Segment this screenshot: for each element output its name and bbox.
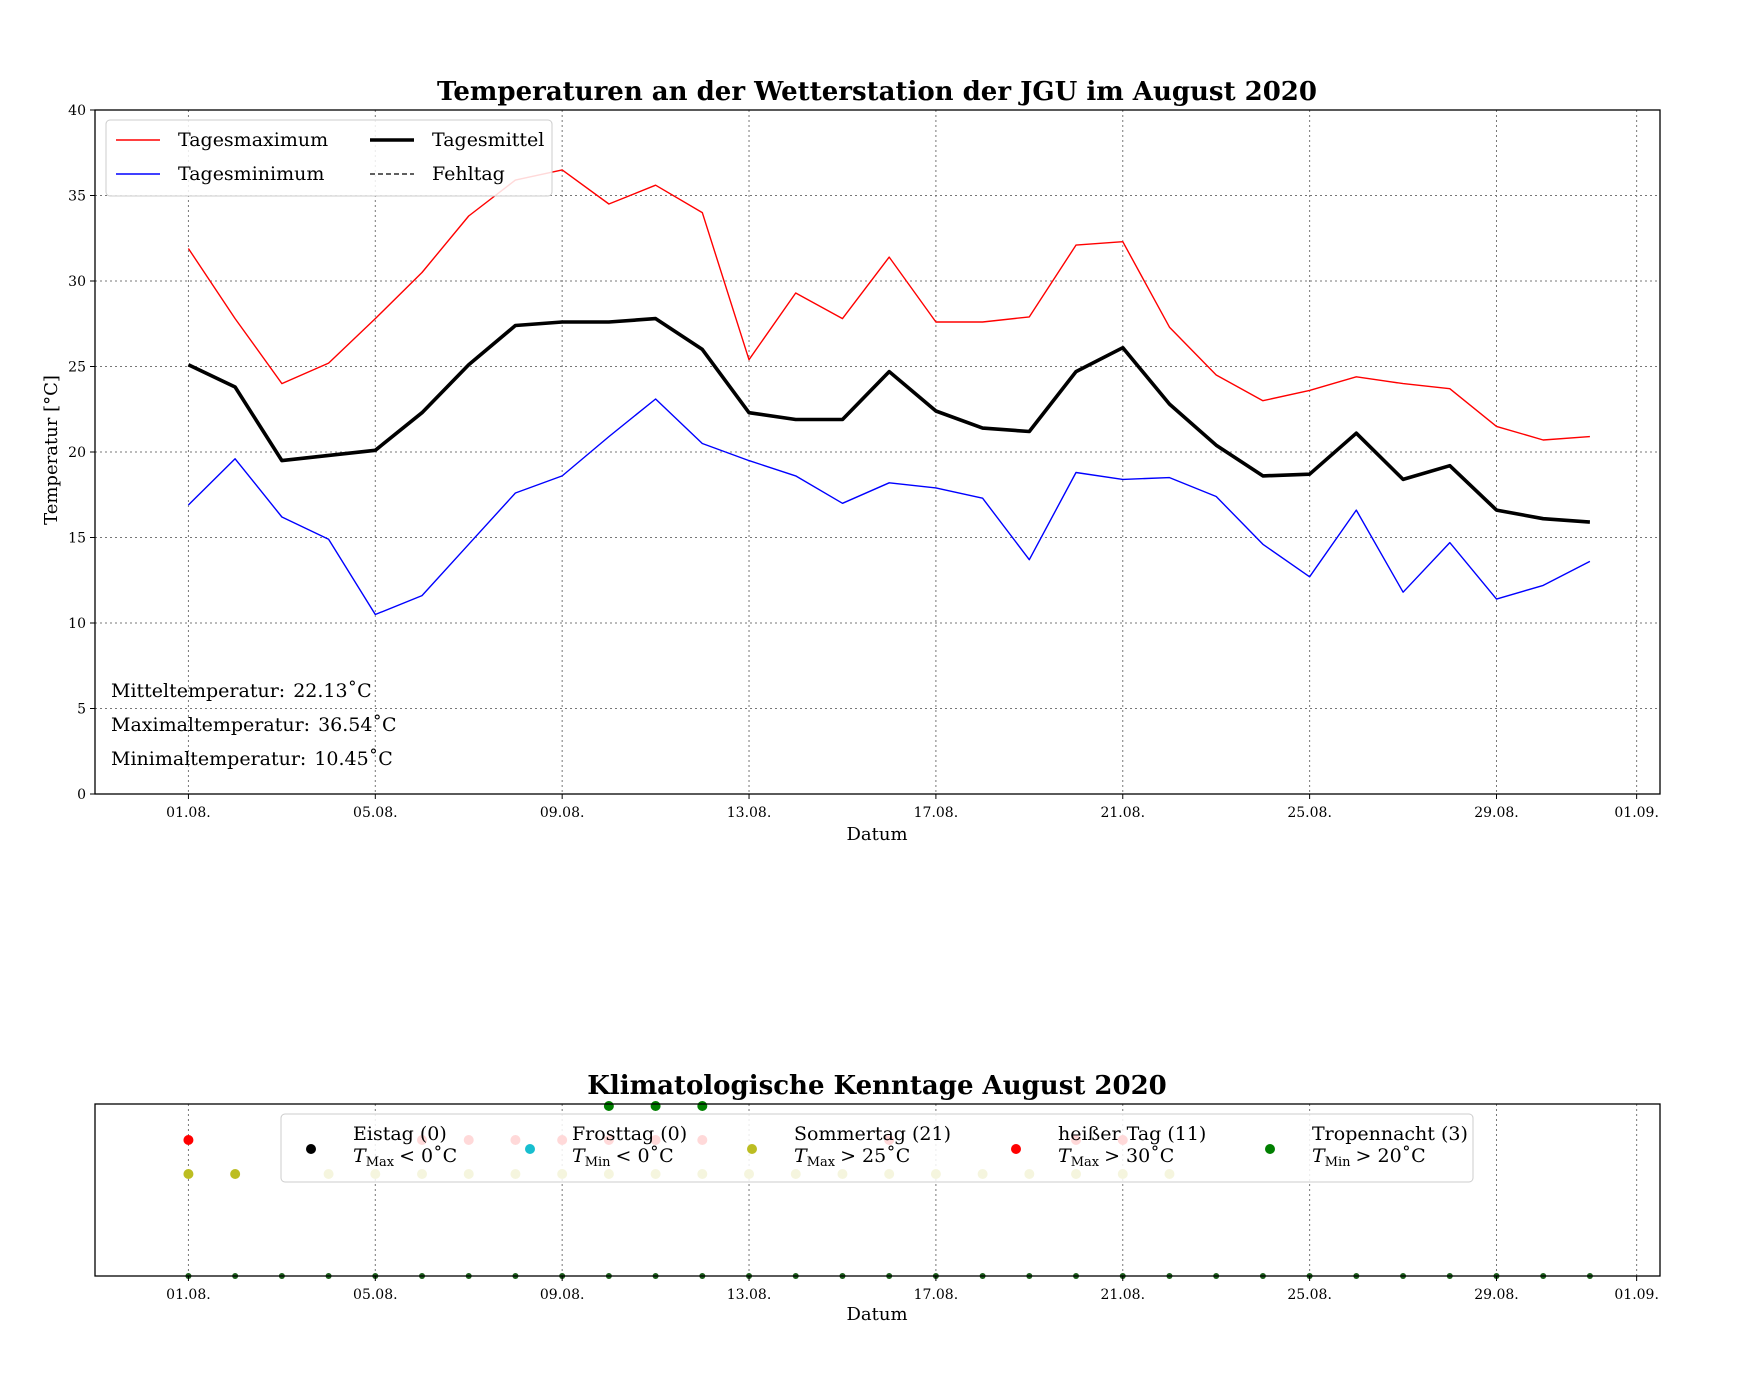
condition-variable: T [794,1145,808,1167]
legend-label: heißer Tag (11) [1058,1123,1206,1145]
condition-threshold: < 0˚C [616,1145,674,1167]
x-tick-label: 21.08. [1100,805,1145,821]
condition-subscript: Max [1071,1155,1100,1170]
kenntage-plot: 01.08. 05.08. 09.08. 13.08. 17.08. 21.08. 25.0… [94,1101,1661,1303]
legend-marker [306,1144,316,1154]
x-tick-label: 09.08. [540,805,585,821]
kenntag-dot [183,1135,194,1145]
legend-box [280,1113,1474,1183]
condition-subscript: Max [366,1155,395,1170]
y-tick-label: 0 [77,787,86,803]
x-tick-label: 13.08. [727,805,772,821]
x-tick-label: 17.08. [914,805,959,821]
condition-variable: T [1058,1145,1072,1167]
y-tick-label: 20 [68,445,86,461]
legend-box [105,119,553,197]
x-tick-label: 29.08. [1474,805,1519,821]
y-tick-label: 40 [68,103,86,119]
legend-condition: TMin > 20˚C [1312,1145,1426,1170]
chart-title-kenntage: Klimatologische Kenntage August 2020 [587,1071,1167,1101]
condition-threshold: > 25˚C [840,1145,910,1167]
condition-subscript: Min [585,1155,611,1170]
kenntag-dot [230,1169,241,1179]
legend-label: Tagesmaximum [178,129,328,151]
series-line-tagesminimum [187,398,1591,616]
stat-text: Mitteltemperatur: 22.13˚C [111,680,372,702]
x-tick-label: 05.08. [353,805,398,821]
y-tick-label: 15 [68,531,86,547]
condition-variable: T [353,1145,367,1167]
stat-unit: ˚C [372,714,396,736]
legend-label: Eistag (0) [353,1123,447,1145]
x-tick-label: 25.08. [1287,1287,1332,1303]
series-line-tagesmaximum [187,169,1590,441]
legend-condition: TMin < 0˚C [572,1145,674,1170]
x-tick-label: 25.08. [1287,805,1332,821]
legend-temperature: Tagesmaximum Tagesminimum Tagesmittel Fehlt… [105,119,553,197]
condition-variable: T [572,1145,586,1167]
y-tick-label: 35 [68,189,86,205]
stat-value: 22.13 [293,680,347,702]
x-tick-label: 01.08. [166,805,211,821]
plot-frame [94,1103,1661,1277]
legend-marker [747,1144,757,1154]
legend-condition: TMax > 25˚C [794,1145,910,1170]
stat-label: Mitteltemperatur: [111,680,285,702]
condition-subscript: Max [807,1155,836,1170]
legend-marker [1011,1144,1021,1154]
stat-label: Maximaltemperatur: [111,714,310,736]
x-tick-label: 29.08. [1474,1287,1519,1303]
legend-condition: TMax < 0˚C [353,1145,457,1170]
y-axis-label-temperature: Temperatur [°C] [41,375,62,525]
stat-unit: ˚C [348,680,372,702]
stat-text: Maximaltemperatur: 36.54˚C [111,714,397,736]
series-line-tagesmittel [187,316,1591,524]
legend-marker [525,1144,535,1154]
x-axis-label-temperature: Datum [846,824,907,845]
kenntag-dot [697,1101,708,1111]
y-tick-label: 10 [68,616,86,632]
x-tick-label: 01.09. [1614,805,1659,821]
legend-label: Tagesminimum [178,163,324,185]
stat-text: Minimaltemperatur: 10.45˚C [111,748,393,770]
x-tick-label: 09.08. [540,1287,585,1303]
stat-value: 36.54 [318,714,372,736]
x-axis-label-kenntage: Datum [846,1304,907,1325]
stat-unit: ˚C [369,748,393,770]
legend-label: Sommertag (21) [794,1123,951,1145]
stat-label: Minimaltemperatur: [111,748,306,770]
kenntag-dot [183,1169,194,1179]
temperature-plot: 0 5 10 15 20 25 30 35 40 01.08. 05.08. 09.08. 13.08.… [68,103,1661,821]
legend-label: Frosttag (0) [572,1123,687,1145]
condition-threshold: < 0˚C [399,1145,457,1167]
x-tick-label: 01.08. [166,1287,211,1303]
x-tick-label: 13.08. [727,1287,772,1303]
legend-label: Tagesmittel [432,129,544,151]
legend-label: Fehltag [432,163,505,185]
legend-condition: TMax > 30˚C [1058,1145,1174,1170]
y-tick-label: 30 [68,274,86,290]
x-tick-label: 17.08. [914,1287,959,1303]
x-tick-label: 21.08. [1100,1287,1145,1303]
x-tick-label: 01.09. [1614,1287,1659,1303]
condition-threshold: > 20˚C [1356,1145,1426,1167]
kenntag-dot [650,1101,661,1111]
kenntag-dot [603,1101,614,1111]
y-tick-label: 25 [68,360,86,376]
condition-threshold: > 30˚C [1104,1145,1174,1167]
stat-value: 10.45 [314,748,368,770]
condition-variable: T [1312,1145,1326,1167]
x-tick-label: 05.08. [353,1287,398,1303]
condition-subscript: Min [1325,1155,1351,1170]
legend-label: Tropennacht (3) [1312,1123,1468,1145]
legend-marker [1265,1144,1275,1154]
y-tick-label: 5 [77,702,86,718]
chart-title-temperature: Temperaturen an der Wetterstation der JG… [437,77,1317,107]
